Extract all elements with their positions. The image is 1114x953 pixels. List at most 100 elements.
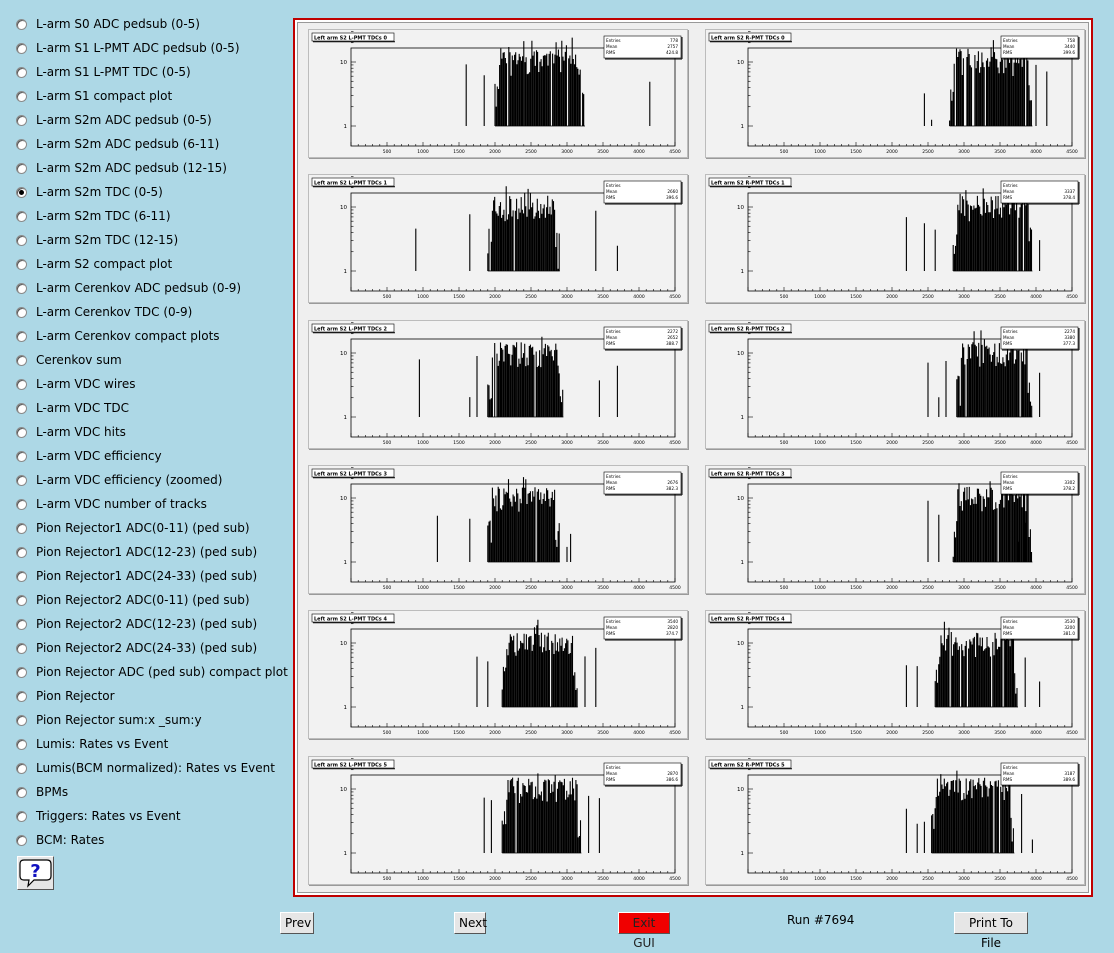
histogram-pad: 500 1000 1500 2000 2500 3000 3500 4000 4500 10 1 Le… xyxy=(705,320,1085,449)
radio-button[interactable] xyxy=(16,522,27,534)
radio-button[interactable] xyxy=(16,426,27,438)
menu-item[interactable]: Pion Rejector2 ADC(24-33) (ped sub) xyxy=(16,638,257,658)
radio-button[interactable] xyxy=(16,42,27,54)
stat-label: Entries xyxy=(606,183,621,188)
menu-item[interactable]: Pion Rejector xyxy=(16,686,115,706)
histogram-title: Left arm S2 L-PMT TDCs 5 xyxy=(314,762,387,768)
menu-item[interactable]: Triggers: Rates vs Event xyxy=(16,806,181,826)
radio-button[interactable] xyxy=(16,618,27,630)
radio-button[interactable] xyxy=(16,258,27,270)
print-to-file-button[interactable]: Print To File xyxy=(954,912,1028,950)
menu-item[interactable]: Cerenkov sum xyxy=(16,350,122,370)
radio-button[interactable] xyxy=(16,210,27,222)
menu-item[interactable]: L-arm VDC number of tracks xyxy=(16,494,207,514)
radio-button[interactable] xyxy=(16,834,27,846)
exit-gui-button[interactable]: Exit GUI xyxy=(618,912,670,950)
menu-item[interactable]: L-arm S2m ADC pedsub (6-11) xyxy=(16,134,219,154)
x-tick-label: 2000 xyxy=(886,149,898,155)
menu-item[interactable]: L-arm VDC efficiency xyxy=(16,446,162,466)
radio-button[interactable] xyxy=(16,738,27,750)
menu-item[interactable]: L-arm VDC wires xyxy=(16,374,135,394)
menu-item[interactable]: L-arm VDC efficiency (zoomed) xyxy=(16,470,222,490)
radio-button[interactable] xyxy=(16,498,27,510)
menu-item[interactable]: Pion Rejector1 ADC(24-33) (ped sub) xyxy=(16,566,257,586)
x-tick-label: 500 xyxy=(780,440,789,446)
menu-item[interactable]: L-arm VDC TDC xyxy=(16,398,129,418)
radio-button[interactable] xyxy=(16,474,27,486)
y-tick-label: 1 xyxy=(344,560,348,566)
radio-button[interactable] xyxy=(16,546,27,558)
menu-item[interactable]: L-arm Cerenkov ADC pedsub (0-9) xyxy=(16,278,241,298)
radio-button[interactable] xyxy=(16,18,27,30)
radio-button[interactable] xyxy=(16,138,27,150)
x-tick-label: 1000 xyxy=(417,876,429,882)
menu-item[interactable]: Pion Rejector ADC (ped sub) compact plot xyxy=(16,662,288,682)
menu-item[interactable]: Pion Rejector sum:x _sum:y xyxy=(16,710,202,730)
menu-item[interactable]: BCM: Rates xyxy=(16,830,104,850)
menu-item[interactable]: L-arm VDC hits xyxy=(16,422,126,442)
radio-button[interactable] xyxy=(16,114,27,126)
x-tick-label: 2500 xyxy=(525,730,537,736)
menu-item[interactable]: BPMs xyxy=(16,782,68,802)
menu-item-label: L-arm VDC wires xyxy=(36,377,136,391)
radio-button[interactable] xyxy=(16,186,27,198)
radio-button[interactable] xyxy=(16,66,27,78)
histogram-pad: 500 1000 1500 2000 2500 3000 3500 4000 4500 10 1 Le… xyxy=(705,29,1085,158)
menu-item[interactable]: L-arm Cerenkov compact plots xyxy=(16,326,220,346)
radio-button[interactable] xyxy=(16,90,27,102)
radio-button[interactable] xyxy=(16,786,27,798)
radio-button[interactable] xyxy=(16,666,27,678)
histogram-pad: 500 1000 1500 2000 2500 3000 3500 4000 4500 10 1 Le… xyxy=(308,29,688,158)
radio-button[interactable] xyxy=(16,594,27,606)
radio-button[interactable] xyxy=(16,714,27,726)
radio-button[interactable] xyxy=(16,378,27,390)
radio-button[interactable] xyxy=(16,306,27,318)
menu-item-label: L-arm VDC efficiency (zoomed) xyxy=(36,473,223,487)
menu-item[interactable]: L-arm S2m ADC pedsub (0-5) xyxy=(16,110,212,130)
menu-item[interactable]: L-arm S2m TDC (12-15) xyxy=(16,230,178,250)
prev-button[interactable]: Prev xyxy=(280,912,314,934)
radio-button[interactable] xyxy=(16,690,27,702)
menu-item-label: L-arm Cerenkov ADC pedsub (0-9) xyxy=(36,281,242,295)
menu-item[interactable]: L-arm S0 ADC pedsub (0-5) xyxy=(16,14,200,34)
menu-item[interactable]: L-arm S2m TDC (6-11) xyxy=(16,206,171,226)
menu-item-label: Pion Rejector2 ADC(0-11) (ped sub) xyxy=(36,593,250,607)
x-tick-label: 1000 xyxy=(417,730,429,736)
next-button[interactable]: Next xyxy=(454,912,487,934)
menu-item-label: L-arm S1 L-PMT TDC (0-5) xyxy=(36,65,191,79)
menu-item[interactable]: L-arm S2m ADC pedsub (12-15) xyxy=(16,158,227,178)
menu-item[interactable]: Pion Rejector2 ADC(0-11) (ped sub) xyxy=(16,590,250,610)
radio-button[interactable] xyxy=(16,402,27,414)
menu-item[interactable]: L-arm S1 L-PMT ADC pedsub (0-5) xyxy=(16,38,240,58)
menu-item[interactable]: Lumis: Rates vs Event xyxy=(16,734,168,754)
menu-item[interactable]: Pion Rejector1 ADC(12-23) (ped sub) xyxy=(16,542,257,562)
histogram-title-box: Left arm S2 L-PMT TDCs 3 xyxy=(311,468,395,479)
menu-item[interactable]: Lumis(BCM normalized): Rates vs Event xyxy=(16,758,275,778)
y-tick-label: 1 xyxy=(741,415,745,421)
menu-item[interactable]: L-arm S2 compact plot xyxy=(16,254,172,274)
menu-item[interactable]: Pion Rejector1 ADC(0-11) (ped sub) xyxy=(16,518,250,538)
radio-button[interactable] xyxy=(16,642,27,654)
radio-button[interactable] xyxy=(16,570,27,582)
menu-item[interactable]: L-arm Cerenkov TDC (0-9) xyxy=(16,302,192,322)
radio-button[interactable] xyxy=(16,282,27,294)
radio-button[interactable] xyxy=(16,234,27,246)
menu-item[interactable]: Pion Rejector2 ADC(12-23) (ped sub) xyxy=(16,614,257,634)
menu-item-label: Pion Rejector2 ADC(12-23) (ped sub) xyxy=(36,617,258,631)
radio-button[interactable] xyxy=(16,162,27,174)
radio-button[interactable] xyxy=(16,330,27,342)
menu-item[interactable]: L-arm S1 compact plot xyxy=(16,86,172,106)
x-tick-label: 1000 xyxy=(814,440,826,446)
histogram-title: Left arm S2 R-PMT TDCs 1 xyxy=(711,180,785,186)
radio-button[interactable] xyxy=(16,810,27,822)
stat-label: Mean xyxy=(606,771,618,776)
menu-item[interactable]: L-arm S1 L-PMT TDC (0-5) xyxy=(16,62,191,82)
menu-item[interactable]: L-arm S2m TDC (0-5) xyxy=(16,182,163,202)
stat-label: Entries xyxy=(606,619,621,624)
menu-item-label: L-arm S2 compact plot xyxy=(36,257,173,271)
radio-button[interactable] xyxy=(16,354,27,366)
help-button[interactable]: ? xyxy=(17,856,54,890)
radio-button[interactable] xyxy=(16,450,27,462)
radio-button[interactable] xyxy=(16,762,27,774)
